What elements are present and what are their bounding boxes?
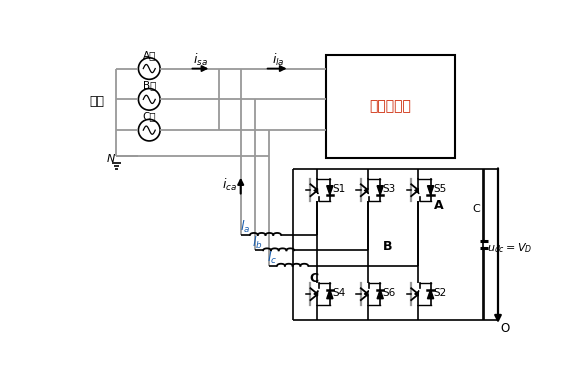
Text: S4: S4	[332, 288, 346, 298]
Text: C: C	[310, 272, 319, 285]
Bar	[326, 55, 455, 158]
Text: $i_{ca}$: $i_{ca}$	[222, 177, 238, 193]
Text: $i_{la}$: $i_{la}$	[272, 52, 285, 68]
Text: C相: C相	[142, 111, 156, 121]
Text: $u_{dc}=V_D$: $u_{dc}=V_D$	[487, 242, 532, 255]
Text: S3: S3	[382, 184, 396, 194]
Text: C: C	[472, 205, 480, 214]
Text: $l_c$: $l_c$	[266, 250, 277, 266]
Polygon shape	[377, 290, 383, 299]
Text: B: B	[383, 239, 393, 253]
Text: S1: S1	[332, 184, 346, 194]
Text: O: O	[501, 322, 510, 335]
Polygon shape	[428, 290, 434, 299]
Text: $i_{sa}$: $i_{sa}$	[193, 52, 208, 68]
Text: S2: S2	[433, 288, 446, 298]
Text: $l_a$: $l_a$	[241, 219, 250, 235]
Text: N: N	[106, 154, 115, 164]
Polygon shape	[428, 186, 434, 195]
Text: A相: A相	[142, 50, 156, 60]
Text: 电源: 电源	[90, 95, 105, 108]
Polygon shape	[377, 186, 383, 195]
Text: 非线性负载: 非线性负载	[370, 99, 412, 113]
Text: B相: B相	[142, 81, 156, 90]
Text: $l_b$: $l_b$	[253, 235, 263, 251]
Polygon shape	[327, 186, 333, 195]
Text: S6: S6	[382, 288, 396, 298]
Text: A: A	[434, 199, 443, 212]
Text: S5: S5	[433, 184, 446, 194]
Polygon shape	[327, 290, 333, 299]
